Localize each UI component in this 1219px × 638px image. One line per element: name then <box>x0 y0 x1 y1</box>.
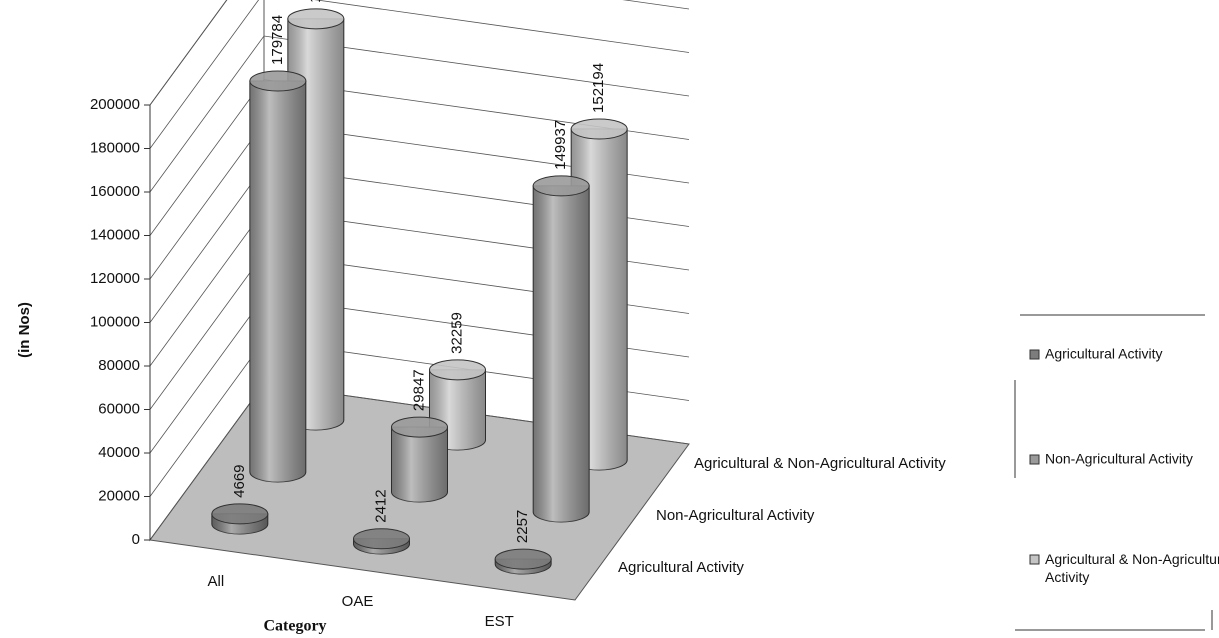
y-tick-label: 100000 <box>90 313 140 330</box>
value-label: 179784 <box>269 15 286 65</box>
value-label: 32259 <box>448 312 465 354</box>
value-label: 4669 <box>231 464 248 497</box>
cylinder-top <box>532 175 590 197</box>
value-label: 149937 <box>552 120 569 170</box>
y-axis-label: (in Nos) <box>16 302 33 358</box>
grid-line <box>149 0 690 149</box>
cylinder-top <box>570 118 628 140</box>
x-tick-label: EST <box>485 613 514 630</box>
x-tick-label: OAE <box>342 593 374 610</box>
cylinder-top <box>249 70 307 92</box>
legend-label: Agricultural Activity <box>1045 346 1162 362</box>
x-tick-label: All <box>207 573 224 590</box>
cylinder-top <box>287 8 345 30</box>
cylinder-top <box>494 548 552 570</box>
value-label: 2412 <box>372 489 389 522</box>
y-tick-label: 140000 <box>90 226 140 243</box>
grid-line <box>149 35 690 193</box>
y-tick-label: 160000 <box>90 183 140 200</box>
y-tick-label: 60000 <box>98 400 140 417</box>
y-tick-label: 40000 <box>98 444 140 461</box>
cylinder-top <box>391 416 448 438</box>
cylinder-top <box>211 503 269 525</box>
depth-tick-label: Agricultural Activity <box>618 559 744 576</box>
x-axis-label: Category <box>263 618 326 635</box>
legend-swatch <box>1029 554 1040 565</box>
legend-label: Non-Agricultural Activity <box>1045 451 1193 467</box>
y-tick-label: 80000 <box>98 357 140 374</box>
cylinder <box>249 70 307 483</box>
y-tick-label: 120000 <box>90 270 140 287</box>
cylinder-shade <box>533 185 590 522</box>
y-tick-label: 180000 <box>90 139 140 156</box>
cylinder-top <box>429 359 486 381</box>
cylinder <box>494 548 552 575</box>
cylinder-shade <box>249 80 306 483</box>
legend-swatch <box>1029 454 1040 465</box>
cylinder <box>353 528 410 555</box>
value-label: 184453 <box>307 0 324 3</box>
cylinder <box>391 416 448 503</box>
cylinder-top <box>353 528 410 550</box>
value-label: 2257 <box>514 510 531 543</box>
depth-tick-label: Agricultural & Non-Agricultural Activity <box>694 455 946 472</box>
value-label: 29847 <box>410 369 427 411</box>
legend-swatch <box>1029 349 1040 360</box>
y-tick-label: 20000 <box>98 487 140 504</box>
legend-label: Agricultural & Non-Agricultural Activity <box>1045 551 1219 585</box>
y-tick-label: 0 <box>132 531 140 548</box>
y-tick-label: 200000 <box>90 96 140 113</box>
cylinder <box>211 503 269 535</box>
value-label: 152194 <box>590 63 607 113</box>
cylinder-shade <box>391 427 448 502</box>
grid-line <box>149 0 690 106</box>
depth-tick-label: Non-Agricultural Activity <box>656 507 815 524</box>
cylinder <box>532 175 590 523</box>
